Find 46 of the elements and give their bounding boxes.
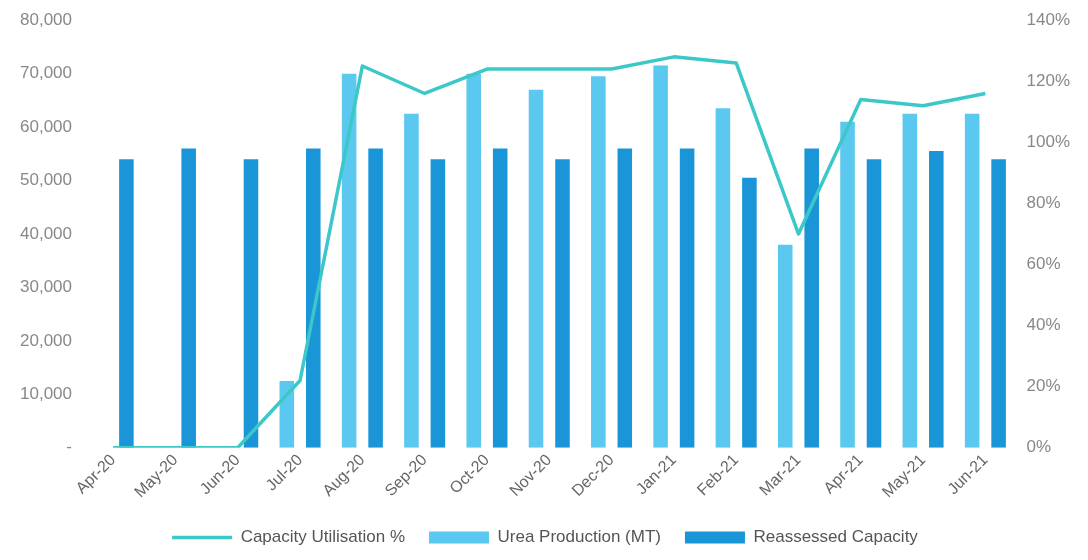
bar — [929, 151, 944, 448]
y-tick-label: 10,000 — [20, 383, 72, 403]
y-tick-label: 20,000 — [20, 330, 72, 350]
bar — [404, 113, 419, 448]
y-tick-label: 60,000 — [20, 116, 72, 136]
bar — [742, 177, 757, 448]
y2-tick-label: 120% — [1026, 70, 1070, 90]
y2-tick-label: 80% — [1026, 193, 1061, 213]
y-tick-label: 50,000 — [20, 170, 72, 190]
y2-tick-label: 60% — [1026, 254, 1061, 274]
bar — [617, 148, 633, 448]
bar — [181, 148, 196, 448]
bar — [653, 65, 668, 448]
y-tick-label: 80,000 — [20, 9, 72, 29]
bar — [306, 148, 321, 448]
y-tick-label: - — [66, 437, 72, 457]
bar — [591, 76, 606, 448]
bar — [368, 148, 383, 448]
bar — [679, 148, 695, 448]
bar — [466, 73, 481, 448]
bar — [341, 73, 357, 448]
bar — [804, 148, 819, 448]
y2-tick-label: 140% — [1026, 9, 1070, 29]
bar — [777, 244, 793, 448]
bar — [964, 113, 980, 448]
y-tick-label: 40,000 — [20, 223, 72, 243]
bar — [991, 159, 1006, 448]
legend-label: Urea Production (MT) — [497, 527, 661, 547]
bar — [555, 159, 570, 448]
y2-tick-label: 20% — [1026, 376, 1061, 396]
y-tick-label: 70,000 — [20, 63, 72, 83]
y2-tick-label: 40% — [1026, 315, 1061, 335]
bar — [243, 159, 259, 448]
bar — [840, 121, 855, 448]
bar — [866, 159, 882, 448]
bar — [715, 108, 731, 448]
bar — [430, 159, 446, 448]
bar — [902, 113, 918, 448]
y2-tick-label: 0% — [1026, 437, 1052, 457]
bar — [492, 148, 508, 448]
bar — [119, 159, 134, 448]
bar — [528, 89, 544, 448]
legend-label: Reassessed Capacity — [753, 527, 919, 547]
y-tick-label: 30,000 — [20, 277, 72, 297]
y2-tick-label: 100% — [1026, 132, 1070, 152]
legend-label: Capacity Utilisation % — [240, 527, 406, 547]
